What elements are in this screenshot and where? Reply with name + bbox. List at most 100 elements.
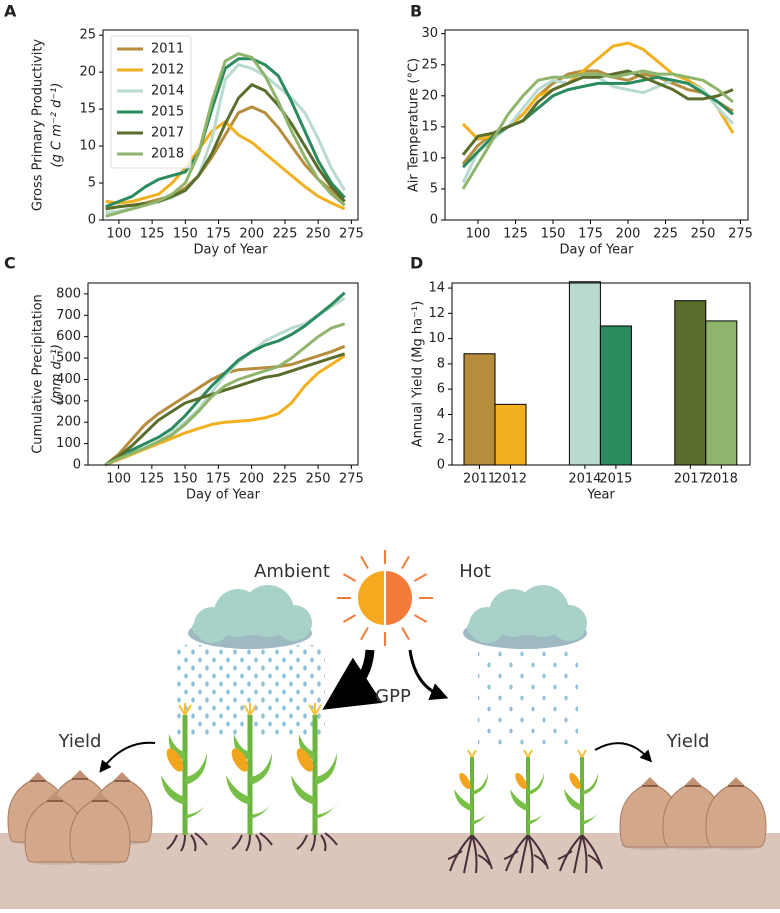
series-line xyxy=(461,69,734,190)
x-tick-label: 125 xyxy=(139,472,164,487)
bar xyxy=(463,353,496,466)
x-axis-label: Day of Year xyxy=(186,488,261,503)
legend-label: 2012 xyxy=(151,63,184,78)
x-tick-label: 200 xyxy=(616,227,641,242)
legend-label: 2015 xyxy=(151,105,184,120)
panel: C 0 100 200 300 400 500 600 700 800 Cumulative Pre… xyxy=(4,254,364,503)
x-tick-label: 250 xyxy=(691,227,716,242)
cloud xyxy=(463,585,587,649)
x-tick-label: 175 xyxy=(578,227,603,242)
panel-letter: D xyxy=(410,254,423,273)
y-tick-label: 10 xyxy=(421,150,438,165)
y-tick-label: 6 xyxy=(437,382,445,397)
y-tick-label: 15 xyxy=(79,102,96,117)
x-tick-label: 2014 xyxy=(568,472,601,487)
sun xyxy=(336,549,434,647)
x-axis-label: Year xyxy=(586,488,615,503)
y-tick-label: 800 xyxy=(56,286,81,301)
cloud xyxy=(188,585,312,649)
label-hot: Hot xyxy=(459,561,491,582)
x-tick-label: 275 xyxy=(728,227,753,242)
panel-letter: B xyxy=(410,2,422,21)
x-tick-label: 2015 xyxy=(599,472,632,487)
arrow-yield xyxy=(99,741,156,773)
y-tick-label: 30 xyxy=(421,26,438,41)
y-tick-label: 5 xyxy=(88,176,96,191)
bar xyxy=(705,320,738,466)
axis-frame xyxy=(87,282,359,466)
y-tick-label: 600 xyxy=(56,329,81,344)
y-tick-label: 12 xyxy=(428,306,445,321)
rain-light xyxy=(478,650,578,750)
x-tick-label: 2012 xyxy=(494,472,527,487)
axis-frame xyxy=(451,282,751,466)
x-axis-label: Day of Year xyxy=(194,243,269,258)
panel: B 0 5 10 15 20 25 30 Air Temperature (°C) Day of … xyxy=(407,2,753,258)
y-tick-label: 5 xyxy=(430,181,438,196)
series-line xyxy=(461,69,734,156)
y-tick-label: 20 xyxy=(79,65,96,80)
legend-label: 2014 xyxy=(151,84,184,99)
x-tick-label: 250 xyxy=(306,472,331,487)
series-line xyxy=(104,291,346,467)
arrow-yield xyxy=(594,742,653,763)
x-tick-label: 100 xyxy=(466,227,491,242)
y-axis-label: Gross Primary Productivity xyxy=(31,39,46,212)
x-tick-label: 275 xyxy=(339,227,364,242)
y-tick-label: 10 xyxy=(79,139,96,154)
bar xyxy=(674,300,707,466)
y-axis-label: Annual Yield (Mg ha⁻¹) xyxy=(411,301,426,447)
y-tick-label: 700 xyxy=(56,308,81,323)
y-tick-label: 0 xyxy=(73,458,81,473)
arrow-ambient xyxy=(322,649,383,710)
y-tick-label: 300 xyxy=(56,393,81,408)
label-gpp: GPP xyxy=(375,686,411,707)
arrow-hot xyxy=(408,649,449,701)
y-axis-units: (g C m⁻² d⁻¹) xyxy=(50,83,65,168)
axis-frame xyxy=(102,29,359,221)
y-tick-label: 0 xyxy=(430,213,438,228)
x-tick-label: 2017 xyxy=(674,472,707,487)
x-tick-label: 175 xyxy=(206,472,231,487)
y-tick-label: 100 xyxy=(56,436,81,451)
label-ambient: Ambient xyxy=(254,561,330,582)
x-tick-label: 2018 xyxy=(705,472,738,487)
x-tick-label: 225 xyxy=(653,227,678,242)
x-tick-label: 150 xyxy=(541,227,566,242)
x-tick-label: 175 xyxy=(206,227,231,242)
x-axis-label: Day of Year xyxy=(560,243,635,258)
y-axis-label: Cumulative Precipitation xyxy=(31,294,46,454)
series-line xyxy=(105,57,346,209)
legend-label: 2018 xyxy=(151,147,184,162)
y-axis-units: (mm d⁻¹) xyxy=(50,344,65,404)
y-tick-label: 10 xyxy=(428,331,445,346)
series-line xyxy=(104,322,346,467)
y-tick-label: 8 xyxy=(437,356,445,371)
axis-frame xyxy=(444,29,749,221)
x-tick-label: 275 xyxy=(339,472,364,487)
bar xyxy=(599,325,632,466)
x-tick-label: 2011 xyxy=(463,472,496,487)
y-tick-label: 0 xyxy=(88,213,96,228)
x-tick-label: 150 xyxy=(173,227,198,242)
legend-label: 2011 xyxy=(151,42,184,57)
series-line xyxy=(105,52,346,218)
label-yield: Yield xyxy=(58,731,102,752)
x-tick-label: 100 xyxy=(107,227,132,242)
series-line xyxy=(104,352,346,467)
y-tick-label: 25 xyxy=(79,28,96,43)
x-tick-label: 200 xyxy=(239,227,264,242)
x-tick-label: 225 xyxy=(272,472,297,487)
y-tick-label: 4 xyxy=(437,407,445,422)
illustration: Ambient Hot GPP Yield Yield xyxy=(0,549,780,909)
y-tick-label: 2 xyxy=(437,432,445,447)
x-tick-label: 150 xyxy=(173,472,198,487)
y-tick-label: 400 xyxy=(56,372,81,387)
y-tick-label: 500 xyxy=(56,351,81,366)
x-tick-label: 200 xyxy=(239,472,264,487)
y-tick-label: 20 xyxy=(421,88,438,103)
y-tick-label: 14 xyxy=(428,281,445,296)
x-tick-label: 100 xyxy=(106,472,131,487)
panel-letter: C xyxy=(4,254,16,273)
